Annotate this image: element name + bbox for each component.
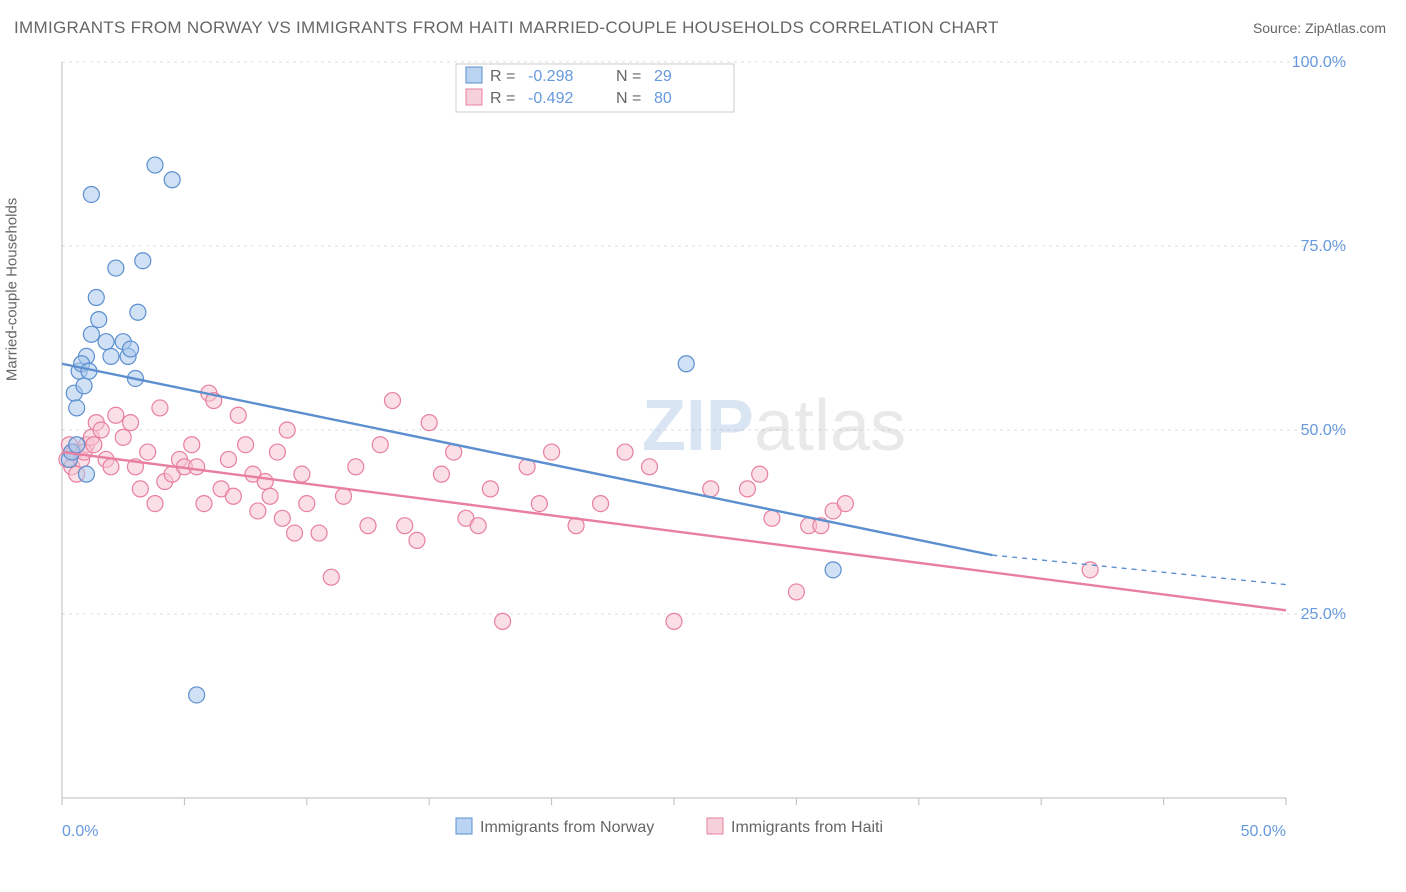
x-tick-label: 0.0% (62, 823, 98, 836)
legend-series-label: Immigrants from Norway (480, 819, 654, 836)
x-tick-label: 50.0% (1241, 823, 1286, 836)
scatter-point (140, 444, 156, 460)
y-tick-label: 50.0% (1301, 422, 1346, 439)
legend-series-label: Immigrants from Haiti (731, 819, 883, 836)
scatter-point (279, 422, 295, 438)
scatter-point (189, 687, 205, 703)
scatter-point (132, 481, 148, 497)
scatter-point (642, 459, 658, 475)
scatter-point (482, 481, 498, 497)
legend-r-value: -0.298 (528, 68, 573, 85)
scatter-point (86, 437, 102, 453)
scatter-point (678, 356, 694, 372)
trendline-extension (992, 555, 1286, 584)
legend-r-label: R = (490, 90, 515, 107)
scatter-point (617, 444, 633, 460)
scatter-point (544, 444, 560, 460)
legend-n-value: 29 (654, 68, 672, 85)
scatter-point (257, 474, 273, 490)
scatter-point (825, 562, 841, 578)
scatter-chart-svg: 25.0% 50.0% 75.0% 100.0% ZIPatlas 0.0% 50.0% R … (56, 56, 1350, 836)
scatter-point (739, 481, 755, 497)
scatter-point (336, 488, 352, 504)
scatter-point (287, 525, 303, 541)
scatter-point (593, 496, 609, 512)
scatter-point (83, 326, 99, 342)
scatter-point (115, 429, 131, 445)
y-tick-label: 25.0% (1301, 606, 1346, 623)
scatter-point (147, 157, 163, 173)
scatter-point (220, 451, 236, 467)
scatter-point (98, 334, 114, 350)
scatter-point (531, 496, 547, 512)
scatter-point (372, 437, 388, 453)
legend-swatch (456, 818, 472, 834)
scatter-point (164, 172, 180, 188)
chart-title: IMMIGRANTS FROM NORWAY VS IMMIGRANTS FRO… (14, 18, 999, 38)
scatter-point (91, 312, 107, 328)
scatter-point (69, 437, 85, 453)
scatter-point (152, 400, 168, 416)
scatter-point (348, 459, 364, 475)
legend-r-label: R = (490, 68, 515, 85)
scatter-point (323, 569, 339, 585)
y-tick-label: 100.0% (1292, 56, 1346, 71)
scatter-point (360, 518, 376, 534)
scatter-point (384, 393, 400, 409)
legend-swatch (466, 67, 482, 83)
scatter-point (230, 407, 246, 423)
watermark: ZIPatlas (642, 386, 906, 466)
scatter-point (78, 466, 94, 482)
scatter-point (269, 444, 285, 460)
scatter-point (752, 466, 768, 482)
scatter-point (433, 466, 449, 482)
legend-n-label: N = (616, 90, 641, 107)
scatter-point (189, 459, 205, 475)
scatter-point (703, 481, 719, 497)
scatter-point (184, 437, 200, 453)
legend-r-value: -0.492 (528, 90, 573, 107)
scatter-point (250, 503, 266, 519)
scatter-point (397, 518, 413, 534)
scatter-point (123, 341, 139, 357)
scatter-point (123, 415, 139, 431)
scatter-point (666, 613, 682, 629)
scatter-point (103, 459, 119, 475)
scatter-point (311, 525, 327, 541)
legend-swatch (466, 89, 482, 105)
scatter-point (409, 532, 425, 548)
scatter-point (108, 407, 124, 423)
scatter-point (274, 510, 290, 526)
scatter-point (764, 510, 780, 526)
scatter-point (196, 496, 212, 512)
scatter-point (495, 613, 511, 629)
scatter-point (238, 437, 254, 453)
legend-n-value: 80 (654, 90, 672, 107)
scatter-point (225, 488, 241, 504)
source-label: Source: ZipAtlas.com (1253, 20, 1386, 36)
scatter-point (69, 400, 85, 416)
scatter-point (93, 422, 109, 438)
scatter-point (103, 348, 119, 364)
scatter-point (76, 378, 92, 394)
y-axis-label: Married-couple Households (4, 198, 21, 381)
legend-n-label: N = (616, 68, 641, 85)
scatter-point (470, 518, 486, 534)
scatter-point (147, 496, 163, 512)
scatter-point (108, 260, 124, 276)
scatter-point (837, 496, 853, 512)
scatter-point (294, 466, 310, 482)
scatter-point (135, 253, 151, 269)
legend-swatch (707, 818, 723, 834)
scatter-point (88, 290, 104, 306)
scatter-point (262, 488, 278, 504)
scatter-point (130, 304, 146, 320)
trendline (62, 452, 1286, 610)
y-tick-label: 75.0% (1301, 238, 1346, 255)
scatter-point (788, 584, 804, 600)
scatter-point (421, 415, 437, 431)
scatter-point (299, 496, 315, 512)
scatter-point (83, 186, 99, 202)
plot-area: 25.0% 50.0% 75.0% 100.0% ZIPatlas 0.0% 50.0% R … (56, 56, 1350, 836)
